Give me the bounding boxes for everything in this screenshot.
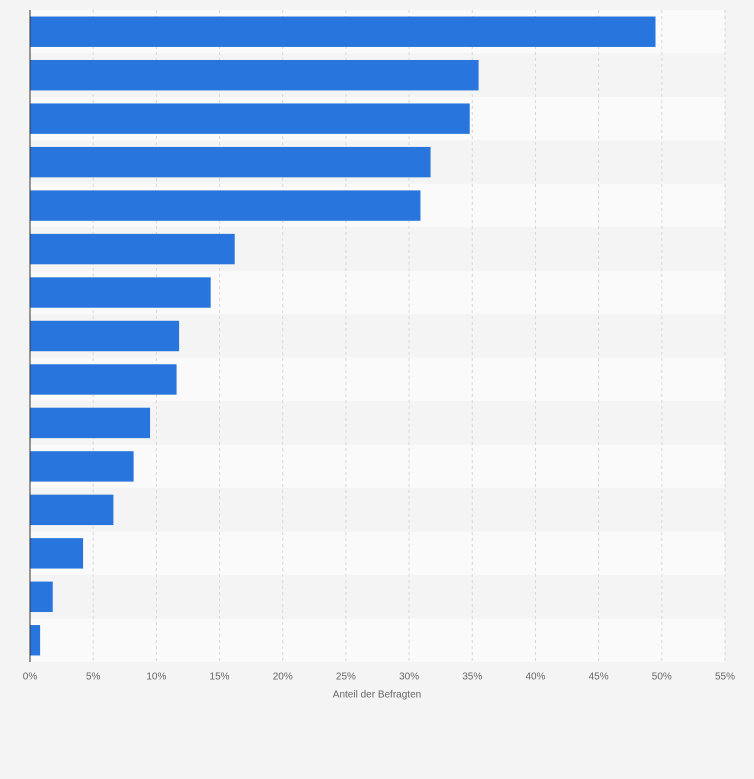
- bar: [30, 190, 421, 221]
- x-tick-label: 55%: [715, 672, 735, 683]
- bar: [30, 407, 151, 439]
- bar: [30, 538, 84, 569]
- bar: [30, 16, 656, 47]
- row-band: [30, 531, 725, 576]
- x-tick-label: 45%: [589, 672, 609, 683]
- bar: [30, 494, 114, 526]
- bar: [30, 364, 177, 395]
- row-band: [30, 618, 725, 662]
- bar: [30, 146, 431, 178]
- x-tick-label: 40%: [525, 672, 545, 683]
- x-tick-label: 0%: [23, 672, 38, 683]
- x-tick-label: 50%: [652, 672, 672, 683]
- x-tick-label: 25%: [336, 672, 356, 683]
- x-tick-label: 30%: [399, 672, 419, 683]
- bar: [30, 451, 134, 482]
- bars: [30, 16, 656, 656]
- bar: [30, 625, 41, 656]
- bar: [30, 103, 470, 134]
- x-tick-label: 15%: [210, 672, 230, 683]
- x-tick-label: 5%: [86, 672, 101, 683]
- bar: [30, 581, 53, 613]
- x-tick-label: 20%: [273, 672, 293, 683]
- row-band: [30, 444, 725, 489]
- x-tick-label: 10%: [146, 672, 166, 683]
- bar: [30, 277, 211, 308]
- bar: [30, 320, 180, 352]
- x-tick-label: 35%: [462, 672, 482, 683]
- x-axis-label: Anteil der Befragten: [333, 690, 421, 701]
- bar: [30, 59, 479, 91]
- row-band: [30, 488, 725, 532]
- row-band: [30, 575, 725, 619]
- bar: [30, 233, 235, 265]
